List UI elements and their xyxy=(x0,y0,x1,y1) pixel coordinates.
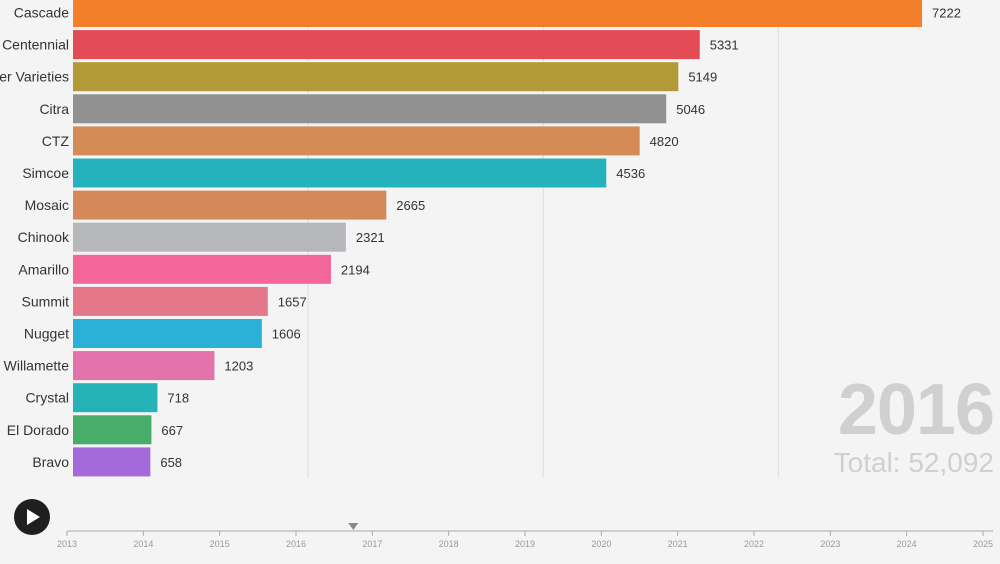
timeline-year-label: 2013 xyxy=(57,539,77,549)
timeline-year-label: 2016 xyxy=(286,539,306,549)
timeline-year-label: 2023 xyxy=(820,539,840,549)
value-label: 1657 xyxy=(278,294,307,309)
bar xyxy=(73,222,346,252)
value-label: 658 xyxy=(160,455,182,470)
bar xyxy=(73,158,607,188)
category-label: Centennial xyxy=(2,37,69,53)
bar xyxy=(73,254,331,284)
timeline[interactable]: 2013 2014 2015 2016 2017 2018 2019 2020 2021 2022… xyxy=(57,523,993,549)
value-label: 1203 xyxy=(224,359,253,374)
bar xyxy=(73,415,152,445)
timeline-year-label: 2017 xyxy=(362,539,382,549)
value-label: 4820 xyxy=(650,134,679,149)
timeline-year-label: 2025 xyxy=(973,539,993,549)
timeline-year-label: 2024 xyxy=(897,539,917,549)
value-label: 5046 xyxy=(676,102,705,117)
category-label: Nugget xyxy=(24,326,69,342)
bar xyxy=(73,0,923,27)
category-label: CTZ xyxy=(42,133,70,149)
bar xyxy=(73,190,387,220)
category-label: Crystal xyxy=(25,390,69,406)
value-label: 2194 xyxy=(341,262,370,277)
bar xyxy=(73,351,215,381)
bar xyxy=(73,286,268,316)
value-label: 4536 xyxy=(616,166,645,181)
bar xyxy=(73,447,151,477)
bar xyxy=(73,383,158,413)
value-label: 5331 xyxy=(710,38,739,53)
bars: Cascade 7222 Centennial 5331 Other Varieties… xyxy=(0,0,961,477)
value-label: 5149 xyxy=(688,70,717,85)
bar xyxy=(73,126,640,156)
timeline-year-label: 2015 xyxy=(210,539,230,549)
bar xyxy=(73,30,700,60)
total-label: Total: 52,092 xyxy=(833,447,994,478)
timeline-year-label: 2020 xyxy=(591,539,611,549)
category-label: Cascade xyxy=(14,5,69,21)
current-year: 2016 xyxy=(837,370,995,450)
value-label: 2321 xyxy=(356,230,385,245)
timeline-year-label: 2021 xyxy=(668,539,688,549)
play-button[interactable] xyxy=(14,499,50,535)
bar xyxy=(73,62,679,92)
category-label: Bravo xyxy=(32,454,69,470)
timeline-year-label: 2018 xyxy=(439,539,459,549)
value-label: 2665 xyxy=(396,198,425,213)
category-label: Summit xyxy=(22,293,70,309)
timeline-year-label: 2022 xyxy=(744,539,764,549)
category-label: El Dorado xyxy=(7,422,69,438)
category-label: Simcoe xyxy=(22,165,69,181)
value-label: 718 xyxy=(167,391,189,406)
bar xyxy=(73,94,667,124)
play-icon xyxy=(27,509,40,525)
category-label: Chinook xyxy=(18,229,70,245)
timeline-year-label: 2014 xyxy=(133,539,153,549)
category-label: Other Varieties xyxy=(0,69,69,85)
timeline-marker[interactable] xyxy=(348,523,359,530)
value-label: 1606 xyxy=(272,327,301,342)
category-label: Willamette xyxy=(4,358,70,374)
category-label: Amarillo xyxy=(18,261,69,277)
category-label: Mosaic xyxy=(25,197,69,213)
bar xyxy=(73,319,262,348)
value-label: 667 xyxy=(161,423,183,438)
timeline-year-label: 2019 xyxy=(515,539,535,549)
category-label: Citra xyxy=(39,101,69,117)
value-label: 7222 xyxy=(932,6,961,21)
